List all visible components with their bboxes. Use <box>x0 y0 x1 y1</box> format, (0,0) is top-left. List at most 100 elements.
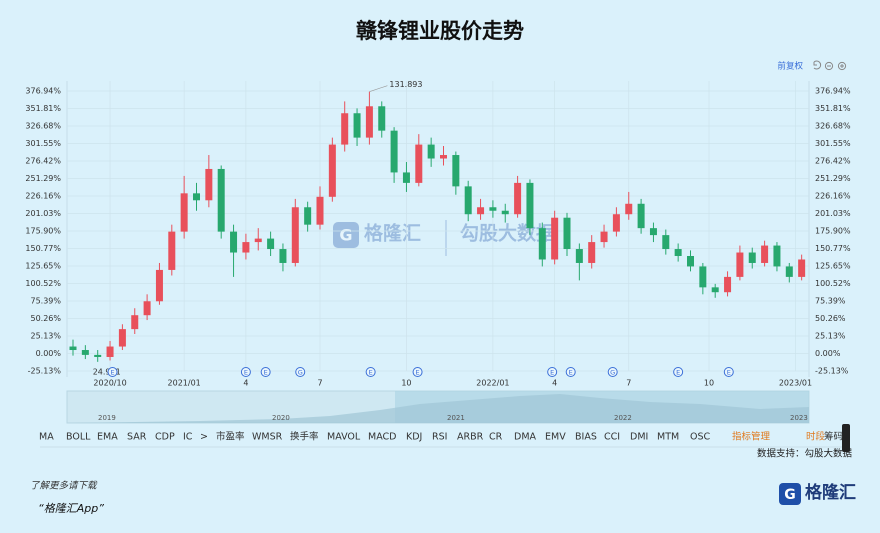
candle-body <box>291 207 299 263</box>
indicator-tab[interactable]: KDJ <box>406 432 422 443</box>
candle-body <box>575 249 583 263</box>
event-marker[interactable] <box>547 367 558 377</box>
event-marker[interactable] <box>412 367 423 377</box>
candle-body <box>551 217 559 260</box>
y-tick-label: 25.13% <box>30 331 61 340</box>
indicator-tab[interactable]: OSC <box>690 432 711 443</box>
candle-body <box>625 203 633 215</box>
candle-body <box>612 214 620 232</box>
indicator-tab[interactable]: 市盈率 <box>216 431 245 443</box>
candle-body <box>131 315 139 330</box>
zoom-in-cross <box>840 64 844 68</box>
candle-body <box>687 256 694 267</box>
zoom-in-icon[interactable] <box>837 61 847 71</box>
candle-body <box>711 287 719 293</box>
indicator-tab[interactable]: EMA <box>97 432 118 443</box>
candle-body <box>390 130 398 173</box>
toolbar-icons <box>813 60 847 71</box>
indicator-tab[interactable]: CR <box>489 432 503 443</box>
event-marker[interactable] <box>565 367 576 377</box>
chips-indicator <box>842 424 850 452</box>
event-marker[interactable] <box>723 367 734 377</box>
candle-body <box>649 228 657 236</box>
event-marker-label: G <box>610 369 615 377</box>
event-marker[interactable] <box>673 367 684 377</box>
indicator-tab[interactable]: MTM <box>657 432 679 443</box>
event-marker-label: E <box>416 369 420 377</box>
candle-body <box>637 203 645 229</box>
candle-body <box>143 301 151 316</box>
indicator-tab[interactable]: DMA <box>514 432 537 443</box>
x-tick-label: 4 <box>552 379 557 388</box>
high-pointer <box>369 85 388 92</box>
y-tick-label-right: 75.39% <box>815 296 846 305</box>
indicator-tab[interactable]: ARBR <box>457 432 484 443</box>
event-marker[interactable] <box>607 367 618 377</box>
event-marker-label: G <box>298 369 303 377</box>
x-tick-label: 2020/10 <box>93 379 126 388</box>
event-marker-label: E <box>244 369 248 377</box>
indicator-tab[interactable]: BOLL <box>66 432 91 443</box>
y-tick-label-right: 125.65% <box>815 261 851 270</box>
indicator-tab[interactable]: MAVOL <box>327 432 361 443</box>
adjust-toggle[interactable]: 前复权 <box>777 61 803 72</box>
indicator-manage[interactable]: 指标管理 <box>732 431 771 443</box>
candle-body <box>674 249 682 257</box>
indicator-tab[interactable]: RSI <box>432 432 447 443</box>
candle-body <box>662 235 670 250</box>
x-tick-label: 7 <box>317 379 322 388</box>
indicator-tab[interactable]: CDP <box>155 432 175 443</box>
candle-body <box>94 354 102 357</box>
logo-icon-g: G <box>784 487 796 503</box>
indicator-tab[interactable]: CCI <box>604 432 620 443</box>
candle-body <box>798 259 806 277</box>
y-tick-label-right: -25.13% <box>815 367 849 376</box>
candle-body <box>477 207 485 215</box>
y-tick-label: 376.94% <box>25 87 61 96</box>
footer-line2: “格隆汇App” <box>38 502 104 515</box>
event-marker[interactable] <box>260 367 271 377</box>
event-marker[interactable] <box>107 367 118 377</box>
candle-body <box>180 193 188 232</box>
x-tick-label: 10 <box>704 379 714 388</box>
candle-body <box>588 242 596 263</box>
watermark-logo <box>333 222 359 248</box>
y-tick-label: -25.13% <box>28 367 62 376</box>
y-tick-label: 0.00% <box>36 349 62 358</box>
event-marker[interactable] <box>240 367 251 377</box>
candle-body <box>785 266 793 277</box>
indicator-tab[interactable]: > <box>200 432 208 443</box>
indicator-tab[interactable]: MACD <box>368 432 396 443</box>
indicator-tab[interactable]: DMI <box>630 432 648 443</box>
x-tick-label: 2021/01 <box>168 379 201 388</box>
candle-body <box>514 182 522 215</box>
candle-body <box>81 350 89 355</box>
chart-title: 赣锋锂业股价走势 <box>356 19 524 43</box>
zoom-out-icon[interactable] <box>824 61 834 71</box>
candle-body <box>501 210 509 215</box>
candle-body <box>761 245 769 263</box>
indicator-tab[interactable]: WMSR <box>252 432 283 443</box>
y-tick-label-right: 150.77% <box>815 244 851 253</box>
chips-tab[interactable]: 筹码 <box>824 431 843 443</box>
indicator-tab[interactable]: SAR <box>127 432 147 443</box>
candle-body <box>193 193 200 201</box>
event-marker[interactable] <box>365 367 376 377</box>
indicator-tab[interactable]: EMV <box>545 432 566 443</box>
navigator-year: 2020 <box>272 414 290 422</box>
indicator-tab[interactable]: 换手率 <box>290 431 319 443</box>
indicator-tab[interactable]: IC <box>183 432 193 443</box>
y-tick-label: 150.77% <box>25 244 61 253</box>
indicator-tab[interactable]: MA <box>39 432 54 443</box>
event-marker[interactable] <box>295 367 306 377</box>
x-tick-label: 2022/01 <box>476 379 509 388</box>
candle-body <box>316 196 324 225</box>
y-tick-label-right: 175.90% <box>815 227 851 236</box>
reset-icon[interactable] <box>813 60 822 70</box>
indicator-tab[interactable]: BIAS <box>575 432 597 443</box>
candle-body <box>118 329 126 347</box>
y-tick-label: 326.68% <box>25 122 61 131</box>
period-tab[interactable]: 时段 <box>806 431 826 443</box>
y-tick-label-right: 351.81% <box>815 104 851 113</box>
candle-body <box>267 238 275 250</box>
